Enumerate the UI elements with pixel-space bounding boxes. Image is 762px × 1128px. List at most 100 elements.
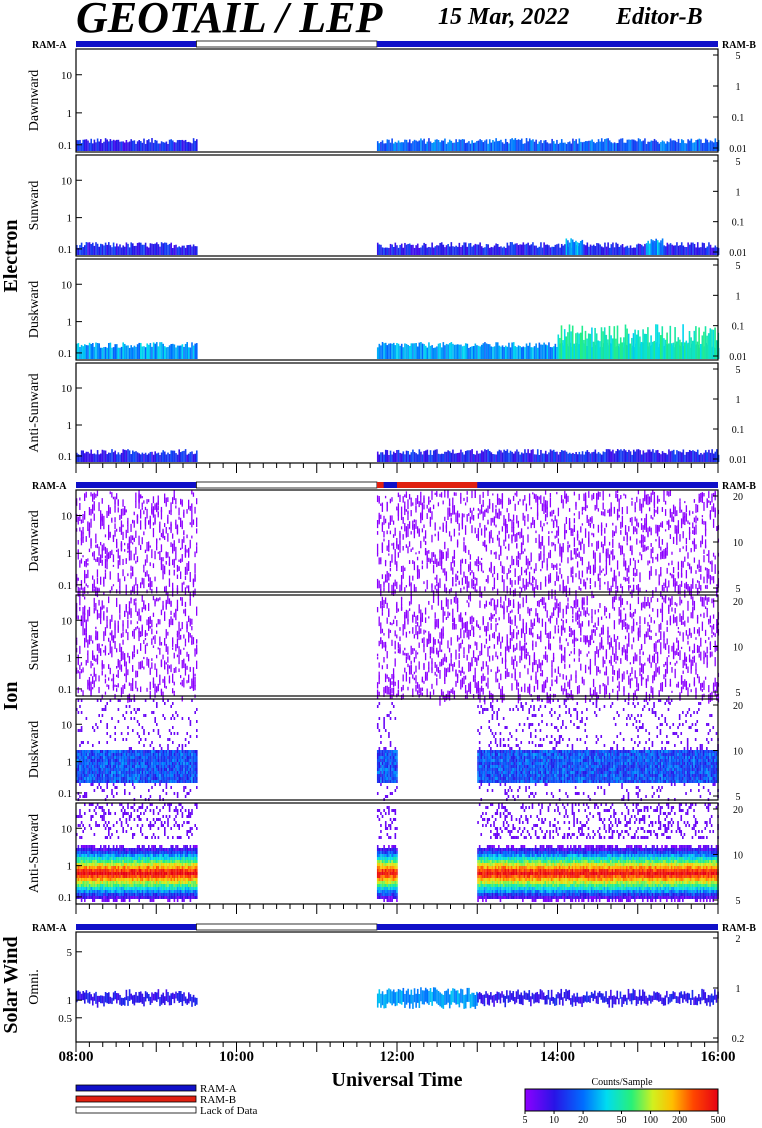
data-mark <box>506 142 509 151</box>
data-mark <box>100 648 102 653</box>
data-mark <box>178 507 180 516</box>
data-mark <box>412 520 414 529</box>
data-mark <box>151 642 153 645</box>
data-mark <box>626 670 628 675</box>
data-mark <box>591 452 593 462</box>
data-mark <box>695 326 697 359</box>
data-mark <box>551 518 553 522</box>
data-mark <box>423 504 425 510</box>
data-mark <box>552 246 555 255</box>
data-mark <box>640 141 643 151</box>
data-mark <box>455 669 457 676</box>
data-mark <box>405 509 408 512</box>
data-mark <box>599 685 601 695</box>
data-mark <box>549 497 552 508</box>
data-mark <box>384 673 387 683</box>
data-mark <box>392 582 395 591</box>
data-mark <box>412 575 414 581</box>
data-mark <box>543 654 545 659</box>
data-mark <box>567 557 569 564</box>
data-mark <box>421 140 424 151</box>
data-mark <box>544 651 547 661</box>
data-mark <box>95 602 97 611</box>
data-mark <box>679 631 681 636</box>
data-mark <box>669 525 672 528</box>
data-mark <box>661 682 664 692</box>
data-mark <box>578 570 580 580</box>
data-mark <box>397 449 400 462</box>
data-mark <box>156 668 158 678</box>
data-mark <box>381 640 384 649</box>
data-mark <box>93 672 95 677</box>
panel-frame <box>75 154 719 257</box>
data-mark <box>650 515 652 519</box>
data-mark <box>140 634 142 638</box>
data-mark <box>600 529 603 536</box>
data-mark <box>516 515 518 524</box>
data-mark <box>455 575 457 579</box>
data-mark <box>650 451 653 462</box>
data-mark <box>461 245 464 255</box>
data-mark <box>549 247 552 255</box>
data-mark <box>136 242 139 255</box>
data-mark <box>95 544 97 548</box>
data-mark <box>586 141 589 151</box>
data-mark <box>658 690 660 697</box>
data-mark <box>152 522 155 526</box>
data-mark <box>653 674 656 681</box>
data-mark <box>714 657 716 667</box>
data-mark <box>608 642 611 645</box>
data-mark <box>452 608 454 617</box>
data-mark <box>114 640 116 650</box>
data-mark <box>605 650 608 660</box>
data-mark <box>599 669 601 674</box>
data-mark <box>684 143 686 151</box>
data-mark <box>392 668 395 678</box>
data-mark <box>490 517 492 526</box>
data-mark <box>480 344 483 359</box>
data-mark <box>104 242 107 255</box>
data-mark <box>391 687 393 694</box>
data-mark <box>101 670 103 676</box>
data-mark <box>687 584 689 590</box>
data-mark <box>96 557 99 563</box>
data-mark <box>568 452 571 462</box>
data-mark <box>186 549 188 553</box>
data-mark <box>664 595 667 604</box>
data-mark <box>493 634 496 639</box>
data-mark <box>479 650 481 657</box>
data-mark <box>439 142 441 151</box>
data-mark <box>656 651 659 661</box>
data-mark <box>104 138 107 151</box>
data-mark <box>178 621 180 626</box>
data-mark <box>632 526 635 535</box>
data-mark <box>698 496 700 503</box>
data-mark <box>660 572 662 577</box>
data-mark <box>180 140 182 151</box>
data-mark <box>690 612 692 619</box>
data-mark <box>472 507 475 511</box>
data-mark <box>492 503 494 513</box>
data-mark <box>706 654 708 662</box>
data-mark <box>688 654 691 663</box>
mode-bar: RAM-A RAM-B <box>32 481 756 492</box>
data-mark <box>559 607 561 613</box>
data-mark <box>175 612 177 616</box>
data-mark <box>541 247 544 255</box>
data-mark <box>148 617 150 627</box>
data-mark <box>583 506 585 510</box>
data-mark <box>138 492 140 502</box>
data-mark <box>485 661 488 667</box>
data-mark <box>87 242 89 255</box>
data-mark <box>77 711 80 714</box>
data-mark <box>629 245 632 255</box>
data-mark <box>79 774 81 777</box>
data-mark <box>172 533 174 539</box>
data-mark <box>77 516 79 525</box>
data-mark <box>506 585 508 594</box>
data-mark <box>154 243 156 255</box>
data-mark <box>116 454 118 462</box>
data-mark <box>82 617 84 627</box>
data-mark <box>559 543 561 549</box>
data-mark <box>706 573 708 584</box>
